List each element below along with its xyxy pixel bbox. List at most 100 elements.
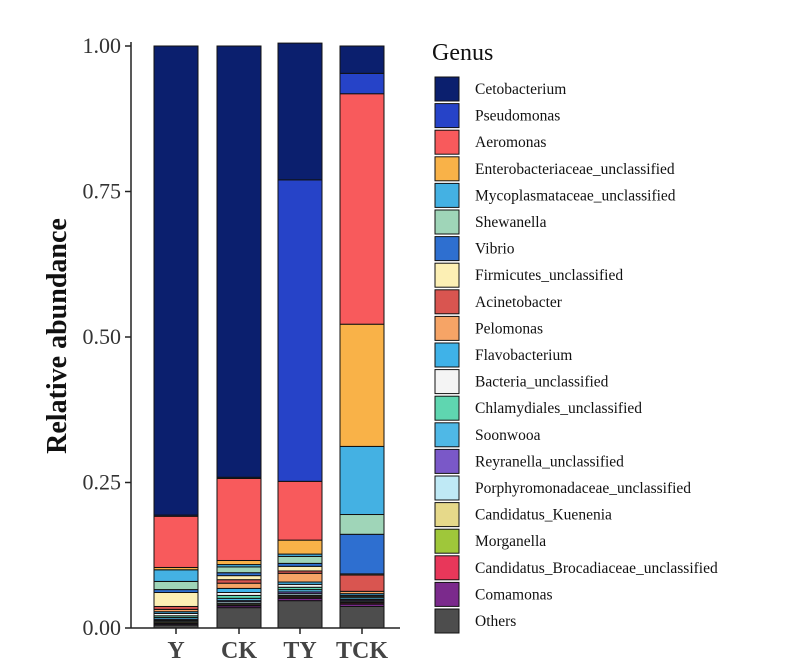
legend-item: Pseudomonas (434, 103, 560, 129)
x-tick-label: TY (283, 638, 316, 664)
bar-stack (339, 45, 385, 629)
legend-label: Shewanella (475, 214, 547, 231)
legend-swatch (434, 422, 460, 448)
legend-label: Aeromonas (475, 134, 546, 151)
bar-segment (153, 515, 199, 568)
legend-label: Pseudomonas (475, 108, 560, 125)
bar-stack (153, 45, 199, 629)
bar-segment (216, 566, 262, 574)
x-tick-label: CK (221, 638, 257, 664)
legend-label: Bacteria_unclassified (475, 374, 609, 391)
legend: Cetobacterium Pseudomonas Aeromonas Enterob… (434, 76, 718, 634)
legend-item: Vibrio (434, 236, 515, 262)
y-axis-title-group: Relative abundance (42, 218, 73, 454)
legend-item: Bacteria_unclassified (434, 369, 609, 395)
legend-item: Morganella (434, 528, 546, 554)
bar-segment (153, 580, 199, 591)
legend-label: Candidatus_Brocadiaceae_unclassified (475, 560, 718, 577)
legend-swatch (434, 76, 460, 102)
legend-swatch (434, 608, 460, 634)
legend-label: Enterobacteriaceae_unclassified (475, 161, 675, 178)
bar-segment (339, 574, 385, 592)
legend-item: Chlamydiales_unclassified (434, 395, 642, 421)
legend-item: Candidatus_Brocadiaceae_unclassified (434, 555, 718, 581)
legend-label: Flavobacterium (475, 347, 572, 364)
legend-label: Cetobacterium (475, 81, 566, 98)
x-axis: Y CK TY TCK (131, 627, 400, 664)
bar-segment (277, 539, 323, 555)
legend-item: Mycoplasmataceae_unclassified (434, 182, 676, 208)
legend-label: Acinetobacter (475, 294, 563, 311)
bar-segment (339, 605, 385, 629)
legend-title: Genus (432, 40, 493, 66)
legend-item: Others (434, 608, 516, 634)
legend-label: Porphyromonadaceae_unclassified (475, 480, 691, 497)
legend-item: Flavobacterium (434, 342, 572, 368)
legend-item: Aeromonas (434, 129, 546, 155)
bars (153, 42, 385, 629)
y-tick-label: 0.75 (83, 179, 122, 204)
bar-segment (216, 579, 262, 584)
bar-segment (277, 480, 323, 541)
bar-segment (216, 582, 262, 589)
legend-swatch (434, 289, 460, 315)
y-tick-label: 1.00 (83, 33, 122, 58)
bar-segment (216, 587, 262, 593)
legend-label: Mycoplasmataceae_unclassified (475, 187, 676, 204)
bar-segment (153, 591, 199, 607)
legend-label: Vibrio (475, 241, 515, 258)
legend-swatch (434, 129, 460, 155)
bar-segment (339, 93, 385, 325)
legend-swatch (434, 369, 460, 395)
legend-swatch (434, 502, 460, 528)
legend-swatch (434, 236, 460, 262)
legend-item: Enterobacteriaceae_unclassified (434, 156, 675, 182)
bar-segment (339, 514, 385, 535)
y-tick-label: 0.25 (83, 470, 122, 495)
bar-stack (216, 45, 262, 629)
legend-swatch (434, 395, 460, 421)
legend-label: Soonwooa (475, 427, 541, 444)
bar-segment (277, 42, 323, 181)
bar-segment (277, 572, 323, 583)
legend-swatch (434, 475, 460, 501)
bar-segment (277, 555, 323, 564)
legend-label: Others (475, 613, 516, 630)
legend-swatch (434, 156, 460, 182)
legend-item: Pelomonas (434, 315, 543, 341)
bar-segment (277, 179, 323, 482)
legend-item: Candidatus_Kuenenia (434, 502, 612, 528)
legend-label: Reyranella_unclassified (475, 453, 624, 470)
bar-segment (339, 445, 385, 516)
legend-label: Pelomonas (475, 320, 543, 337)
legend-swatch (434, 581, 460, 607)
bar-segment (339, 323, 385, 447)
bar-segment (277, 600, 323, 629)
legend-item: Soonwooa (434, 422, 541, 448)
y-axis: 0.00 0.25 0.50 0.75 1.00 (83, 33, 132, 640)
bar-segment (277, 565, 323, 572)
bar-segment (339, 533, 385, 575)
bar-segment (216, 477, 262, 561)
bar-segment (339, 45, 385, 74)
legend-label: Comamonas (475, 586, 553, 603)
legend-swatch (434, 342, 460, 368)
legend-swatch (434, 555, 460, 581)
bar-stack (277, 42, 323, 629)
y-tick-label: 0.50 (83, 324, 122, 349)
x-tick-label: TCK (336, 638, 388, 664)
legend-swatch (434, 262, 460, 288)
legend-swatch (434, 209, 460, 235)
bar-segment (153, 45, 199, 516)
legend-item: Cetobacterium (434, 76, 566, 102)
legend-label: Firmicutes_unclassified (475, 267, 623, 284)
legend-swatch (434, 182, 460, 208)
legend-swatch (434, 315, 460, 341)
legend-label: Candidatus_Kuenenia (475, 507, 612, 524)
legend-item: Acinetobacter (434, 289, 563, 315)
legend-swatch (434, 448, 460, 474)
legend-label: Morganella (475, 533, 546, 550)
bar-segment (339, 72, 385, 95)
legend-item: Porphyromonadaceae_unclassified (434, 475, 691, 501)
